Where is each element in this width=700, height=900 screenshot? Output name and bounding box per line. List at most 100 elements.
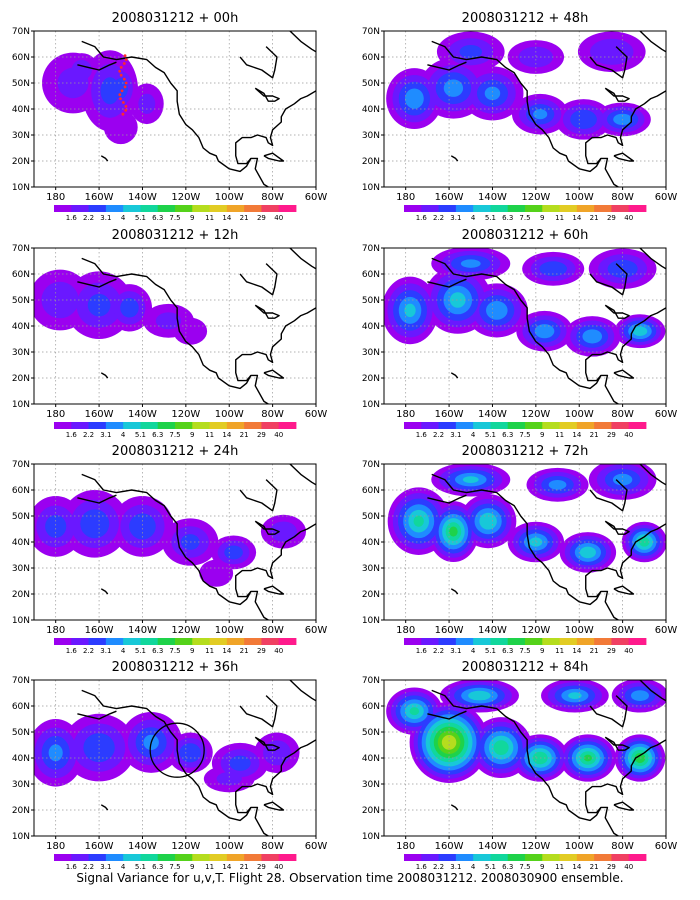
colorbar-label: 14 [222, 214, 231, 222]
aleutian-coastline [77, 278, 117, 288]
variance-contour [634, 753, 646, 763]
aleutian-coastline [427, 61, 467, 71]
colorbar-swatch [576, 205, 595, 212]
hawaii-islands [450, 588, 459, 595]
variance-contour [263, 740, 291, 766]
colorbar-swatch [542, 205, 560, 212]
colorbar-swatch [559, 422, 578, 429]
colorbar-swatch [438, 638, 457, 645]
lat-tick-label: 70N [12, 460, 30, 470]
variance-contour [45, 514, 67, 538]
colorbar-label: 6.3 [152, 214, 163, 222]
lat-tick-label: 50N [362, 512, 380, 522]
lon-tick-label: 100W [215, 192, 244, 203]
lon-tick-label: 80W [261, 625, 284, 636]
colorbar-swatch [105, 854, 124, 861]
colorbar-label: 40 [274, 647, 283, 655]
aleutian-coastline [427, 710, 467, 720]
lat-tick-label: 40N [362, 322, 380, 332]
lon-tick-label: 100W [565, 625, 594, 636]
colorbar-label: 6.3 [152, 647, 163, 655]
variance-contour [41, 281, 79, 319]
lat-tick-label: 20N [12, 157, 30, 167]
colorbar-label: 4 [471, 863, 476, 871]
lon-tick-label: 180 [396, 625, 415, 636]
lon-tick-label: 120W [171, 625, 200, 636]
colorbar-swatch [192, 422, 210, 429]
colorbar-label: 2.2 [83, 431, 94, 439]
lon-tick-label: 120W [171, 192, 200, 203]
lon-tick-label: 140W [478, 841, 507, 852]
lon-tick-label: 80W [611, 841, 634, 852]
lat-tick-label: 60N [362, 270, 380, 280]
variance-contour [138, 93, 156, 114]
lon-tick-label: 120W [171, 841, 200, 852]
colorbar-swatch [54, 422, 72, 429]
cuba-outline [263, 585, 285, 595]
colorbar-swatch [507, 422, 526, 429]
colorbar-swatch [175, 638, 193, 645]
lon-tick-label: 120W [521, 625, 550, 636]
colorbar-label: 11 [205, 214, 214, 222]
variance-contour [269, 521, 297, 542]
colorbar-swatch [507, 205, 526, 212]
colorbar-label: 29 [257, 214, 266, 222]
west-coastline [81, 473, 270, 620]
west-coastline [431, 257, 620, 404]
colorbar-swatch [54, 638, 72, 645]
colorbar-label: 9 [540, 647, 544, 655]
colorbar-label: 40 [624, 863, 633, 871]
west-coastline [81, 257, 270, 404]
variance-contour [83, 733, 115, 763]
west-coastline [431, 40, 620, 187]
lon-tick-label: 160W [435, 841, 464, 852]
lon-tick-label: 180 [46, 841, 65, 852]
colorbar-label: 40 [274, 214, 283, 222]
east-coastline [585, 307, 666, 382]
colorbar-swatch [404, 205, 422, 212]
colorbar-swatch [157, 638, 176, 645]
lat-tick-label: 30N [362, 131, 380, 141]
panel-title: 2008031212 + 12h [112, 228, 239, 243]
colorbar-label: 21 [590, 647, 599, 655]
hudson-bay-coastline [239, 479, 278, 512]
variance-contour [612, 473, 633, 486]
colorbar-label: 14 [572, 863, 581, 871]
lon-tick-label: 160W [85, 192, 114, 203]
colorbar-swatch [105, 422, 124, 429]
variance-contour [229, 755, 251, 771]
colorbar-swatch [54, 854, 72, 861]
colorbar-label: 29 [607, 214, 616, 222]
colorbar-label: 4 [471, 431, 476, 439]
lat-tick-label: 30N [12, 564, 30, 574]
lon-tick-label: 80W [261, 841, 284, 852]
lat-tick-label: 50N [12, 296, 30, 306]
colorbar-swatch [525, 422, 543, 429]
colorbar-swatch [226, 854, 245, 861]
map-panel: 2008031212 + 12h 70N 60N 50N 40N 30N 20N 10N 180… [12, 228, 328, 439]
cuba-outline [613, 801, 635, 811]
west-coastline [81, 40, 270, 187]
flight-track-point [124, 81, 128, 85]
flight-track-point [124, 108, 128, 112]
cuba-outline [613, 152, 635, 162]
colorbar-swatch [628, 854, 647, 861]
lat-tick-label: 60N [362, 486, 380, 496]
lon-tick-label: 100W [215, 625, 244, 636]
lat-tick-label: 10N [362, 183, 380, 193]
colorbar-swatch [507, 854, 526, 861]
panel-title: 2008031212 + 60h [462, 228, 589, 243]
colorbar-swatch [261, 638, 280, 645]
greenland-coastline [639, 248, 666, 270]
lat-tick-label: 20N [362, 157, 380, 167]
colorbar-label: 7.5 [169, 214, 180, 222]
colorbar-label: 4 [471, 214, 476, 222]
colorbar-label: 21 [240, 431, 249, 439]
greenland-coastline [289, 31, 316, 53]
colorbar-label: 7.5 [169, 647, 180, 655]
colorbar-swatch [278, 638, 297, 645]
colorbar-swatch [455, 638, 474, 645]
colorbar-label: 2.2 [83, 214, 94, 222]
colorbar-swatch [559, 205, 578, 212]
variance-contour [486, 300, 508, 320]
